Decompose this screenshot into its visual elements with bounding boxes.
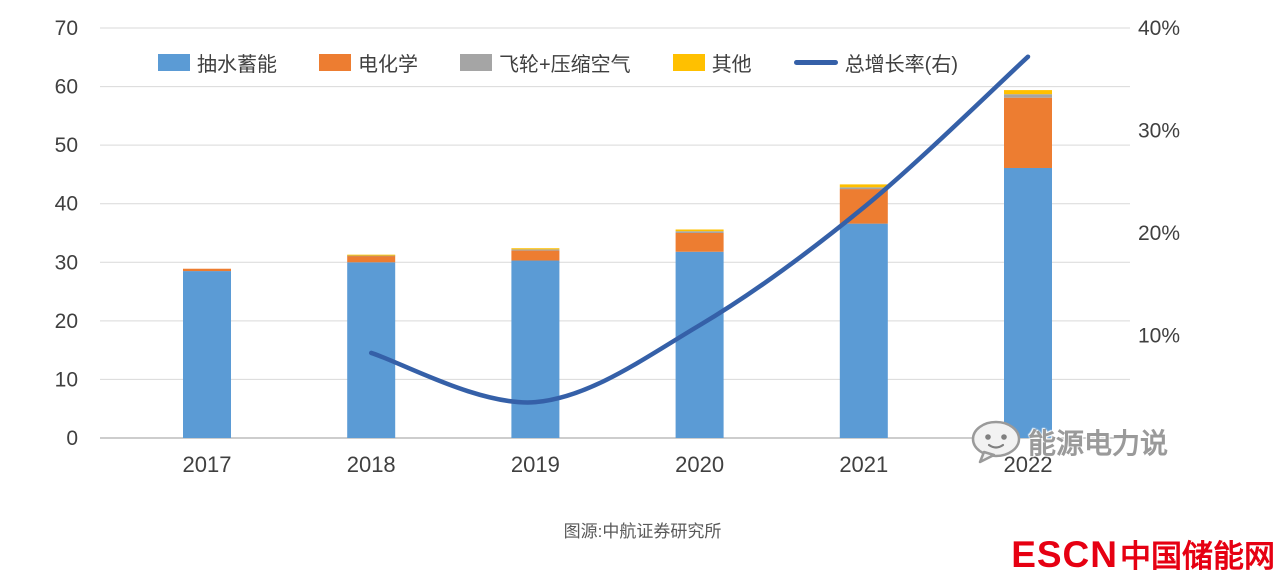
left-axis-tick-label: 20 — [55, 310, 78, 333]
x-axis-tick-label: 2021 — [839, 452, 888, 477]
x-axis-tick-label: 2022 — [1004, 452, 1053, 477]
x-axis-tick-label: 2017 — [183, 452, 232, 477]
bar-segment — [675, 231, 724, 233]
legend-item: 其他 — [672, 48, 752, 77]
bar-segment — [839, 187, 888, 190]
legend-swatch — [460, 54, 492, 71]
legend-swatch — [319, 54, 351, 71]
bar-segment — [511, 250, 560, 261]
legend-item: 总增长率(右) — [793, 48, 959, 77]
x-axis-tick-label: 2018 — [347, 452, 396, 477]
x-axis-tick-label: 2020 — [675, 452, 724, 477]
watermark: 能源电力说 — [970, 420, 1168, 464]
right-axis-tick-label: 30% — [1138, 120, 1180, 143]
legend-item: 飞轮+压缩空气 — [460, 48, 631, 77]
chart-svg: 0 10 20 30 40 50 60 70 10% 20% 30% 40% 2017 2018 2019 2… — [55, 17, 1180, 477]
bar-segment — [183, 271, 231, 438]
bar-segment — [511, 260, 560, 438]
legend-label: 其他 — [711, 54, 752, 76]
legend-label: 飞轮+压缩空气 — [499, 54, 631, 76]
bar-segment — [183, 268, 231, 272]
legend-label: 抽水蓄能 — [197, 54, 277, 76]
right-axis-tick-label: 20% — [1138, 222, 1180, 245]
bar-segment — [347, 255, 396, 257]
left-axis-tick-label: 0 — [66, 427, 78, 450]
legend-swatch — [672, 54, 705, 71]
bar-segment — [511, 249, 560, 251]
left-axis-tick-label: 40 — [55, 193, 78, 216]
bar-segment — [675, 251, 724, 438]
bar-segment — [675, 233, 724, 252]
legend-swatch — [793, 60, 838, 65]
chart-legend: 抽水蓄能 电化学 飞轮+压缩空气 其他 总增长率(右) — [158, 48, 958, 77]
bar-segment — [347, 254, 396, 256]
bar-segment — [347, 255, 396, 263]
left-axis-tick-label: 70 — [55, 17, 78, 40]
x-axis-tick-label: 2019 — [511, 452, 560, 477]
bar-segment — [347, 262, 396, 438]
escn-wordmark: ESCN — [1011, 534, 1118, 575]
chat-face-icon — [971, 420, 1021, 464]
left-axis-tick-label: 60 — [55, 76, 78, 99]
bar-segment — [1004, 94, 1052, 98]
legend-swatch — [158, 54, 190, 71]
legend-item: 抽水蓄能 — [158, 48, 277, 77]
escn-logo: ESCN 中国储能网 — [1011, 531, 1275, 576]
bar-segment — [1004, 167, 1052, 438]
bar-segment — [839, 184, 888, 188]
legend-label: 总增长率(右) — [844, 54, 959, 76]
bar-segment — [1004, 90, 1052, 95]
watermark-text: 能源电力说 — [1028, 428, 1169, 459]
legend-label: 电化学 — [358, 54, 418, 76]
bar-segment — [839, 223, 888, 438]
bar-segment — [1004, 97, 1052, 168]
right-axis-tick-label: 40% — [1138, 17, 1180, 40]
left-axis-tick-label: 50 — [55, 134, 78, 157]
bar-segment — [511, 248, 560, 250]
right-axis-tick-label: 10% — [1138, 325, 1180, 348]
site-name: 中国储能网 — [1120, 539, 1275, 574]
bar-segment — [675, 229, 724, 232]
legend-item: 电化学 — [319, 48, 418, 77]
growth-rate-line — [368, 54, 1031, 405]
source-note: 图源:中航证券研究所 — [563, 522, 722, 541]
left-axis-tick-label: 30 — [55, 251, 78, 274]
left-axis-tick-label: 10 — [55, 368, 78, 391]
